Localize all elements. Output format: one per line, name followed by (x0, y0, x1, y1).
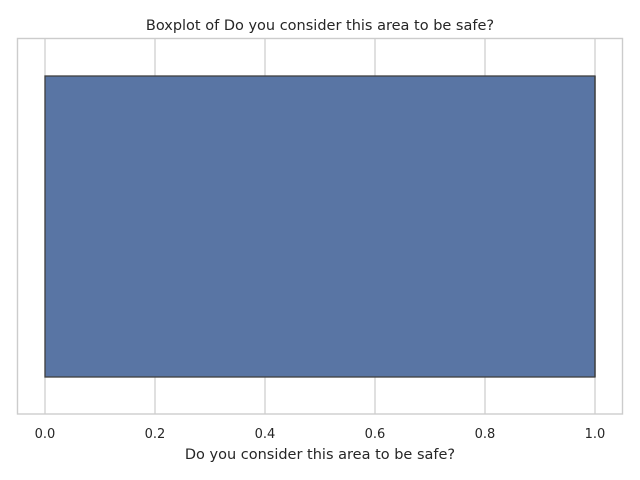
x-tick-label: 1.0 (585, 427, 606, 442)
x-tick-label: 0.4 (255, 427, 276, 442)
x-tick-label: 0.6 (365, 427, 386, 442)
x-tick-label: 0.0 (35, 427, 56, 442)
box-rect (44, 75, 596, 378)
x-tick-label: 0.2 (145, 427, 166, 442)
plot-frame (16, 37, 624, 415)
chart-title: Boxplot of Do you consider this area to … (146, 18, 494, 34)
x-axis-label: Do you consider this area to be safe? (185, 447, 455, 463)
box-group (44, 75, 596, 378)
x-tick-label: 0.8 (475, 427, 496, 442)
x-axis-ticks: 0.0 0.2 0.4 0.6 0.8 1.0 (35, 427, 606, 442)
